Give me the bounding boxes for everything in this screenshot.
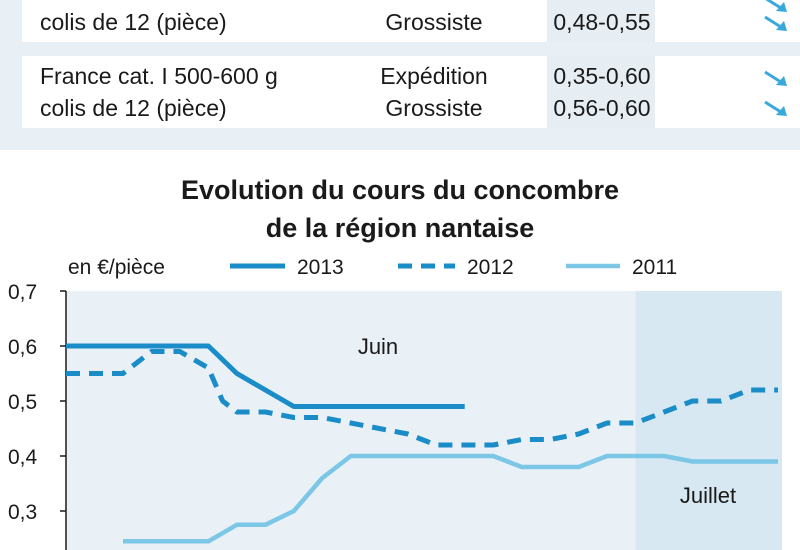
series-line-2013: [66, 343, 465, 409]
y-tick-label: 0,4: [8, 446, 38, 469]
market-label: Expédition: [380, 63, 488, 89]
annotation-juillet: Juillet: [680, 483, 736, 508]
trend-down-icon: [765, 0, 787, 12]
trend-down-icon: [764, 70, 787, 86]
series-line-2011: [123, 453, 778, 544]
market-label: Grossiste: [385, 9, 483, 35]
price-table: colis de 12 (pièce) Grossiste 0,48-0,55 …: [0, 0, 800, 150]
series-layer: [66, 343, 778, 544]
trend-down-icon: [764, 100, 787, 116]
legend: en €/pièce 2013 2012 2011: [68, 256, 677, 279]
price-range: 0,56-0,60: [553, 95, 651, 121]
price-range: 0,48-0,55: [553, 9, 651, 35]
product-line2: colis de 12 (pièce): [40, 95, 227, 121]
legend-label-2013: 2013: [297, 256, 344, 279]
price-row: France cat. I 500-600 g colis de 12 (piè…: [22, 56, 800, 128]
chart-subtitle: de la région nantaise: [265, 213, 535, 243]
shaded-period: [635, 291, 782, 550]
y-tick-label: 0,6: [8, 336, 37, 359]
trend-down-icon: [764, 15, 787, 31]
chart-title: Evolution du cours du concombre: [180, 175, 620, 205]
price-column-bg: [547, 56, 655, 128]
price-range: 0,35-0,60: [553, 63, 651, 89]
legend-label-2012: 2012: [467, 256, 514, 279]
price-row: colis de 12 (pièce) Grossiste 0,48-0,55: [22, 0, 800, 42]
y-tick-label: 0,3: [8, 501, 37, 524]
y-axis: 0,7 0,6 0,5 0,4 0,3: [8, 281, 67, 550]
price-column-bg: [547, 0, 655, 42]
y-tick-label: 0,5: [8, 391, 37, 414]
unit-label: en €/pièce: [68, 256, 165, 279]
product-line2: colis de 12 (pièce): [40, 9, 227, 35]
market-label: Grossiste: [385, 95, 483, 121]
series-line-2012: [66, 349, 778, 448]
annotation-juin: Juin: [358, 334, 398, 359]
y-tick-label: 0,7: [8, 281, 37, 304]
legend-label-2011: 2011: [632, 256, 677, 279]
product-line1: France cat. I 500-600 g: [40, 63, 278, 89]
